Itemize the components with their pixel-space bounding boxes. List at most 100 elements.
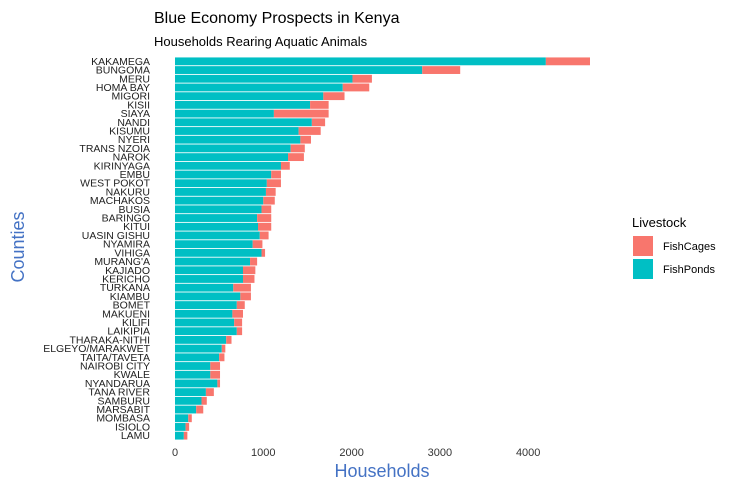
y-tick-label: TRANS NZOIA [79,143,150,155]
bar-fishcages-kisumu [298,127,321,135]
y-tick-label: ELGEYO/MARAKWET [43,343,150,355]
bar-fishcages-murang-a [250,257,258,266]
bar-fishponds-mombasa [175,414,189,423]
x-tick-labels: 0 1000 2000 3000 4000 [172,447,540,459]
bar-fishponds-kisumu [175,127,299,135]
y-tick-label: NYAMIRA [103,239,150,251]
bar-fishcages-vihiga [261,248,266,257]
y-tick-label: EMBU [120,169,150,181]
bar-fishponds-lamu [175,431,184,440]
bar-fishcages-kericho [242,275,255,283]
bar-fishcages-west-pokot [266,179,281,188]
bar-fishcages-elgeyo-marakwet [221,344,226,353]
bar-fishcages-kitui [258,222,272,231]
bar-fishponds-siaya [175,109,274,118]
x-tick-label: 2000 [339,447,363,459]
bar-fishcages-baringo [257,214,272,222]
y-tick-label: KILIFI [122,317,150,329]
bar-fishcages-laikipia [236,327,243,336]
y-tick-label: NYERI [118,134,150,146]
bar-fishponds-nyandarua [175,379,218,388]
bar-fishponds-embu [175,170,272,179]
y-tick-label: BUSIA [118,204,150,216]
y-tick-label: BUNGOMA [96,65,150,77]
bar-fishponds-nairobi-city [175,362,211,370]
bar-fishcages-kilifi [234,318,243,327]
y-tick-label: KERICHO [102,273,150,285]
y-tick-label: KIRINYAGA [94,160,150,172]
bar-fishponds-migori [175,92,324,101]
bar-fishponds-kajiado [175,266,243,275]
bar-fishcages-bomet [236,301,245,309]
x-tick-label: 3000 [428,447,452,459]
bar-fishponds-kiambu [175,292,241,301]
bar-fishcages-nairobi-city [210,362,221,370]
bar-fishcages-machakos [263,196,275,205]
bar-fishponds-nandi [175,118,312,127]
bar-fishcages-kwale [210,370,221,379]
bar-fishponds-kilifi [175,318,235,327]
bar-fishponds-samburu [175,396,202,405]
bar-fishcages-mombasa [188,414,192,423]
bar-fishponds-turkana [175,283,234,292]
bar-fishponds-laikipia [175,327,237,336]
bar-fishcages-migori [323,92,345,101]
y-tick-label: LAIKIPIA [107,326,150,338]
bar-fishponds-murang-a [175,257,251,266]
y-tick-label: UASIN GISHU [82,230,150,242]
bar-fishcages-tana-river [205,388,214,397]
y-tick-label: MAKUENI [102,308,150,320]
bar-fishcages-nyandarua [217,379,221,388]
bar-fishcages-kiambu [240,292,251,301]
bar-fishponds-west-pokot [175,179,267,188]
bar-fishponds-kitui [175,222,258,231]
bar-fishponds-machakos [175,196,264,205]
bar-fishcages-uasin-gishu [259,231,269,240]
y-tick-label: MARSABIT [96,404,150,416]
bar-fishponds-nyeri [175,135,301,144]
y-tick-label: THARAKA-NITHI [69,334,150,346]
y-tick-label: MURANG'A [94,256,150,268]
bar-fishponds-trans-nzoia [175,144,291,153]
bar-fishponds-elgeyo-marakwet [175,344,222,353]
y-tick-label: BOMET [113,300,151,312]
bar-fishcages-kakamega [545,57,590,66]
bar-fishcages-nandi [311,118,326,127]
y-tick-label: HOMA BAY [96,82,150,94]
bar-fishponds-meru [175,74,353,83]
bar-fishcages-marsabit [196,405,204,414]
bar-fishponds-kakamega [175,57,546,66]
y-tick-label: KWALE [114,369,150,381]
bar-fishcages-siaya [273,109,329,118]
y-tick-label: MOMBASA [96,413,150,425]
legend-swatch-fishcages [633,236,653,256]
bar-fishcages-tharaka-nithi [226,335,232,344]
y-tick-label: NYANDARUA [85,378,150,390]
x-tick-label: 4000 [516,447,540,459]
bar-fishcages-makueni [232,309,243,318]
bar-fishponds-taita-taveta [175,353,220,362]
y-tick-label: NAKURU [106,186,150,198]
bar-fishcages-kirinyaga [280,161,290,170]
bar-fishponds-bomet [175,301,237,309]
bar-fishcages-meru [352,74,372,83]
y-tick-label: TURKANA [100,282,150,294]
bar-fishcages-bungoma [422,66,461,74]
y-tick-label: KITUI [123,221,150,233]
bar-fishcages-trans-nzoia [290,144,305,153]
bar-fishponds-tharaka-nithi [175,335,227,344]
legend-label-fishcages: FishCages [663,241,716,253]
y-tick-label: ISIOLO [115,421,150,433]
y-tick-label: TANA RIVER [88,387,150,399]
bar-fishcages-homa-bay [342,83,370,92]
bar-fishcages-embu [271,170,281,179]
bar-fishcages-kisii [310,100,329,109]
bar-fishcages-nyamira [252,240,263,249]
bar-fishponds-homa-bay [175,83,343,92]
bar-fishponds-vihiga [175,248,262,257]
legend: Livestock FishCages FishPonds [632,215,716,279]
bar-fishcages-nyeri [300,135,311,144]
chart-title: Blue Economy Prospects in Kenya [154,10,400,27]
y-tick-label: BARINGO [102,213,150,225]
